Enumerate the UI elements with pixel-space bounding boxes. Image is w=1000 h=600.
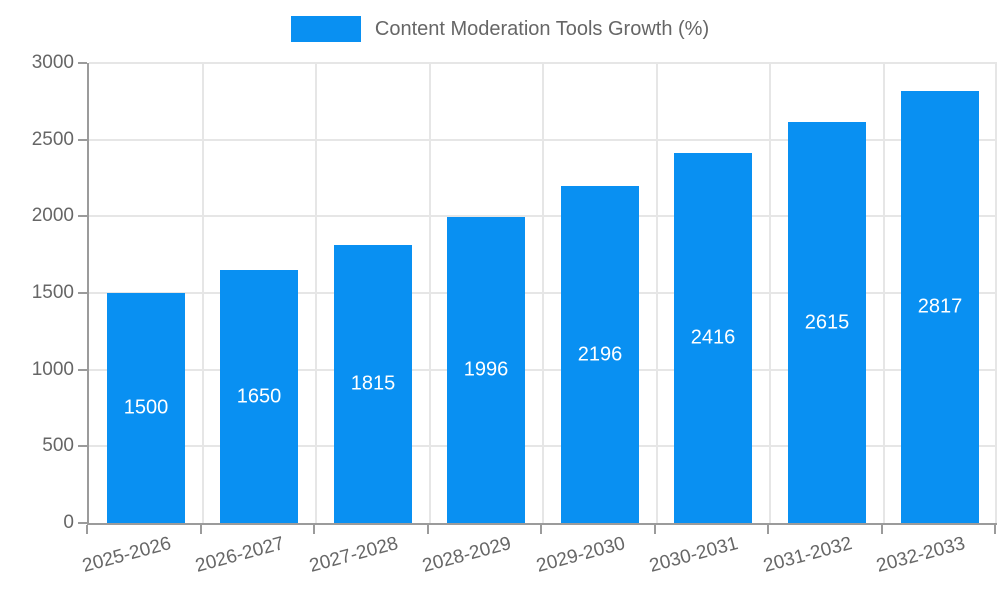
gridline-v (428, 63, 431, 523)
gridline-v (995, 63, 997, 523)
y-tick-mark (78, 138, 87, 141)
y-tick-label: 0 (63, 512, 74, 533)
x-tick-mark (426, 525, 429, 534)
y-tick-label: 500 (42, 435, 74, 457)
bar-value-label: 2196 (577, 343, 623, 365)
bar-value-label: 1815 (350, 372, 396, 395)
bar[interactable]: 1815 (334, 245, 412, 523)
bar-value-label: 2615 (804, 311, 850, 333)
x-tick-mark (313, 525, 315, 534)
bar[interactable]: 2615 (788, 122, 866, 523)
legend: Content Moderation Tools Growth (%) (0, 16, 1000, 42)
bar[interactable]: 2196 (561, 186, 639, 523)
x-tick-mark (880, 525, 883, 534)
y-tick-label: 1000 (31, 358, 74, 380)
x-tick-mark (653, 525, 656, 534)
bar-value-label: 2416 (690, 326, 736, 349)
bar-value-label: 2817 (917, 295, 963, 318)
x-tick-mark (86, 525, 88, 534)
x-tick-mark (540, 525, 542, 534)
y-tick-mark (78, 368, 87, 371)
gridline-v (769, 63, 771, 523)
gridline-v (655, 63, 658, 523)
legend-swatch[interactable] (290, 16, 361, 42)
bar[interactable]: 1500 (107, 293, 185, 523)
y-tick-mark (78, 445, 87, 448)
bar[interactable]: 1996 (447, 217, 525, 523)
y-tick-label: 3000 (31, 52, 74, 73)
gridline-v (201, 63, 204, 523)
bar-value-label: 1650 (236, 385, 282, 407)
legend-label[interactable]: Content Moderation Tools Growth (%) (374, 17, 710, 40)
bar[interactable]: 2416 (674, 153, 752, 523)
y-tick-label: 2000 (31, 205, 74, 227)
gridline-v (882, 63, 885, 523)
gridline-v (542, 63, 544, 523)
bar-value-label: 1500 (123, 396, 169, 419)
x-tick-mark (994, 525, 996, 534)
y-tick-label: 1500 (31, 282, 74, 303)
x-tick-mark (199, 525, 202, 534)
plot-area: 1500 1650 1815 1996 2196 2416 2615 2817 (87, 62, 997, 525)
y-tick-mark (78, 522, 87, 524)
bar-value-label: 1996 (463, 358, 509, 381)
x-tick-mark (767, 525, 769, 534)
y-tick-mark (78, 215, 87, 218)
y-tick-mark (78, 62, 87, 64)
gridline-v (315, 63, 317, 523)
bar[interactable]: 1650 (220, 270, 298, 523)
y-tick-label: 2500 (31, 128, 74, 150)
y-tick-mark (78, 292, 87, 294)
bar[interactable]: 2817 (901, 91, 979, 523)
